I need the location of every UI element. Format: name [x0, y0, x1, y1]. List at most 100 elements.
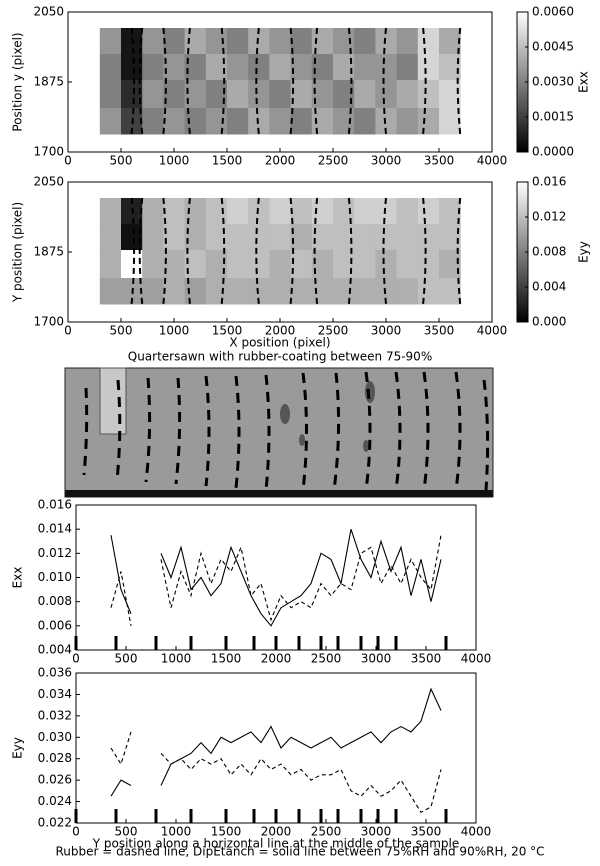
guide-line — [382, 27, 387, 135]
x-tick-label: 2500 — [311, 652, 342, 666]
heatmap-cell — [290, 28, 313, 55]
marker — [336, 636, 340, 650]
heatmap-cell — [142, 250, 164, 279]
photo-background — [64, 367, 494, 498]
heatmap-cell — [99, 80, 122, 109]
heatmap-cell — [290, 250, 313, 279]
heatmap-cell — [184, 198, 207, 225]
series-line — [110, 731, 442, 814]
heatmap-cell — [417, 108, 440, 135]
heatmap-cell — [163, 278, 186, 305]
heatmap-cell — [354, 278, 376, 305]
series-line — [110, 535, 442, 626]
marker — [74, 809, 78, 823]
x-tick-label: 2500 — [318, 154, 349, 168]
heatmap-cell — [121, 250, 143, 279]
marker — [394, 636, 398, 650]
colorbar-tick-label: 0.0000 — [532, 145, 574, 159]
marker — [444, 636, 448, 650]
marker — [114, 636, 118, 650]
heatmap-cell — [439, 250, 461, 279]
heatmap-cell — [142, 28, 164, 55]
guide-line — [456, 197, 462, 305]
heatmap-cell — [417, 250, 440, 279]
heatmap-cell — [396, 250, 419, 279]
x-tick-label: 500 — [110, 324, 133, 338]
colorbar-tick-label: 0.0045 — [532, 40, 574, 54]
marker — [114, 809, 118, 823]
heatmap-cell — [227, 250, 249, 279]
guide-line — [162, 197, 167, 305]
y-tick-label: 1875 — [33, 245, 64, 259]
photo-guide — [264, 374, 271, 491]
heatmap-cell — [142, 80, 164, 109]
y-tick-label: 2050 — [33, 175, 64, 189]
marker — [154, 636, 158, 650]
marker — [359, 809, 363, 823]
marker — [274, 809, 278, 823]
heatmap-cell — [333, 54, 355, 81]
marker — [336, 809, 340, 823]
plot-frame — [67, 181, 493, 323]
y-tick-label: 0.014 — [38, 522, 72, 536]
x-axis-label: X position (pixel) — [229, 336, 330, 350]
photo-guides — [82, 371, 490, 491]
x-tick-label: 1500 — [211, 652, 242, 666]
heatmap-cell — [396, 54, 419, 81]
guide-line — [347, 27, 353, 135]
x-tick-label: 3500 — [411, 825, 442, 839]
heatmap-cell — [163, 54, 186, 81]
x-tick-label: 1000 — [159, 154, 190, 168]
heatmap-cell — [269, 28, 292, 55]
y-axis-label: Eyy — [11, 737, 25, 759]
marker — [252, 809, 256, 823]
heatmap-cell — [290, 224, 313, 251]
heatmap-cell — [269, 54, 292, 81]
heatmap-cell — [163, 80, 186, 109]
colorbar-tick-label: 0.000 — [532, 315, 566, 329]
heatmap-cell — [121, 224, 143, 251]
photo-guide — [115, 379, 122, 481]
y-tick-label: 0.028 — [38, 751, 72, 765]
heatmap-cell — [417, 278, 440, 305]
x-tick-label: 1000 — [159, 324, 190, 338]
guide-line — [255, 197, 260, 305]
photo-shadow — [65, 490, 493, 497]
guide-line — [382, 197, 387, 305]
heatmap-cell — [227, 80, 249, 109]
heatmap-cell — [205, 54, 228, 81]
guide-line — [347, 197, 353, 305]
heatmap-cell — [227, 54, 249, 81]
heatmap-cell — [269, 80, 292, 109]
heatmap-cell — [184, 54, 207, 81]
heatmap-cell — [375, 250, 398, 279]
guide-line — [186, 197, 191, 305]
heatmap-cell — [439, 198, 461, 225]
photo-guide — [82, 387, 89, 476]
x-tick-label: 0 — [64, 324, 72, 338]
heatmap-cell — [396, 278, 419, 305]
photo-guide — [301, 372, 308, 491]
guide-line — [255, 27, 260, 135]
y-tick-label: 0.006 — [38, 618, 72, 632]
guide-line — [138, 27, 144, 135]
heatmap-cell — [417, 54, 440, 81]
heatmap-cell — [290, 108, 313, 135]
photo-spot — [365, 381, 375, 403]
heatmap-cell — [311, 54, 334, 81]
heatmap-cell — [290, 54, 313, 81]
colorbar-tick-label: 0.008 — [532, 245, 566, 259]
photo-guide — [454, 371, 462, 491]
x-tick-label: 2500 — [318, 324, 349, 338]
heatmap-cell — [269, 108, 292, 135]
heatmap-cell — [396, 198, 419, 225]
heatmap-cell — [311, 224, 334, 251]
heatmap-cell — [439, 28, 461, 55]
colorbar-tick-label: 0.016 — [532, 175, 566, 189]
y-tick-label: 0.012 — [38, 546, 72, 560]
heatmap-cell — [142, 224, 164, 251]
heatmap-cell — [333, 198, 355, 225]
heatmap-cell — [205, 80, 228, 109]
heatmap-cell — [248, 198, 270, 225]
y-tick-label: 0.030 — [38, 730, 72, 744]
